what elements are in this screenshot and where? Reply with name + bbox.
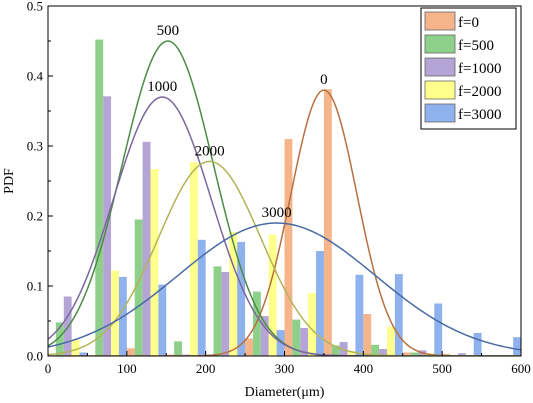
legend-swatch [424,80,456,100]
bar-f3000-bin-0 [79,352,88,356]
bar-f2000-bin-8 [386,326,395,356]
bar-f3000-bin-11 [513,337,521,356]
bar-f0-bin-10 [442,353,451,356]
legend-label: f=3000 [458,107,501,123]
bar-f500-bin-3 [174,341,183,356]
bar-f3000-bin-4 [237,241,246,356]
bar-f500-bin-6 [292,319,301,356]
bar-f1000-bin-8 [379,349,387,356]
fit-curve-1000 [48,96,521,356]
legend-label: f=500 [458,38,494,54]
bar-f0-bin-5 [245,338,253,356]
y-axis: 0.0 0.1 0.2 0.3 0.4 0.5 [27,0,53,364]
bar-f3000-bin-9 [434,303,443,356]
x-axis: 0 100 200 300 400 500 600 [45,351,531,376]
legend-label: f=1000 [458,61,501,77]
x-tick-label: 0 [45,361,52,376]
bar-f1000-bin-6 [300,328,309,356]
fit-curve-label-layer: 0 500 1000 2000 3000 [147,23,327,221]
fit-curve-label-500: 500 [157,23,180,39]
bar-f2000-bin-7 [347,351,356,356]
bar-f500-bin-4 [213,266,222,356]
bar-f0-bin-2 [126,348,135,356]
x-tick-label: 300 [275,361,295,376]
fit-curve-label-0: 0 [320,72,328,88]
bar-f1000-bin-5 [260,316,269,356]
bar-f0-bin-8 [363,314,372,356]
bar-f3000-bin-8 [394,274,403,356]
bar-f2000-bin-5 [268,234,277,356]
bar-f2000-bin-2 [150,169,159,356]
legend-label: f=2000 [458,84,501,100]
bar-f1000-bin-4 [221,272,230,356]
bar-f1000-bin-10 [457,353,466,356]
x-tick-label: 200 [196,361,216,376]
y-axis-title: PDF [2,168,17,194]
fit-curve-3000 [48,222,521,351]
bar-f2000-bin-4 [229,232,238,356]
y-tick-label: 0.1 [27,279,43,294]
fit-curve-label-2000: 2000 [195,143,225,159]
bar-f2000-bin-3 [189,162,198,356]
legend-swatch [424,11,456,31]
x-tick-label: 500 [432,361,452,376]
x-tick-label: 400 [354,361,374,376]
y-tick-label: 0.2 [27,209,43,224]
bar-f3000-bin-2 [158,284,167,356]
legend: f=0 f=500 f=1000 f=2000 f=3000 [420,7,517,130]
fit-curve-label-3000: 3000 [262,205,292,221]
x-tick-label: 600 [511,361,531,376]
legend-swatch [424,34,456,54]
bar-f0-bin-7 [323,89,332,356]
y-tick-label: 0.5 [27,0,43,14]
y-tick-label: 0.4 [27,69,44,84]
bar-f1000-bin-2 [142,141,151,356]
bar-f500-bin-0 [55,322,64,356]
y-tick-label: 0.0 [27,349,43,364]
bar-f0-bin-9 [402,352,411,356]
bar-f2000-bin-6 [308,293,317,356]
bar-f500-bin-8 [371,344,380,356]
bar-f3000-bin-3 [197,239,206,356]
bar-f500-bin-5 [252,291,261,356]
y-tick-label: 0.3 [27,139,43,154]
legend-label: f=0 [458,15,479,31]
bar-f0-bin-6 [284,139,293,356]
bar-f3000-bin-10 [473,332,482,356]
bar-f2000-bin-1 [111,270,119,356]
bar-f500-bin-7 [331,345,340,356]
bar-f2000-bin-0 [71,339,80,356]
fit-curve-label-1000: 1000 [147,79,177,95]
bar-f500-bin-2 [134,219,143,356]
x-tick-label: 100 [117,361,137,376]
x-axis-title: Diameter(μm) [245,385,325,400]
legend-swatch [424,103,456,123]
bar-f3000-bin-6 [316,251,324,356]
bar-f500-bin-1 [95,39,104,356]
bar-f500-bin-9 [410,352,419,356]
legend-swatch [424,57,456,77]
bar-f3000-bin-7 [355,274,364,356]
bar-f3000-bin-5 [276,330,285,356]
